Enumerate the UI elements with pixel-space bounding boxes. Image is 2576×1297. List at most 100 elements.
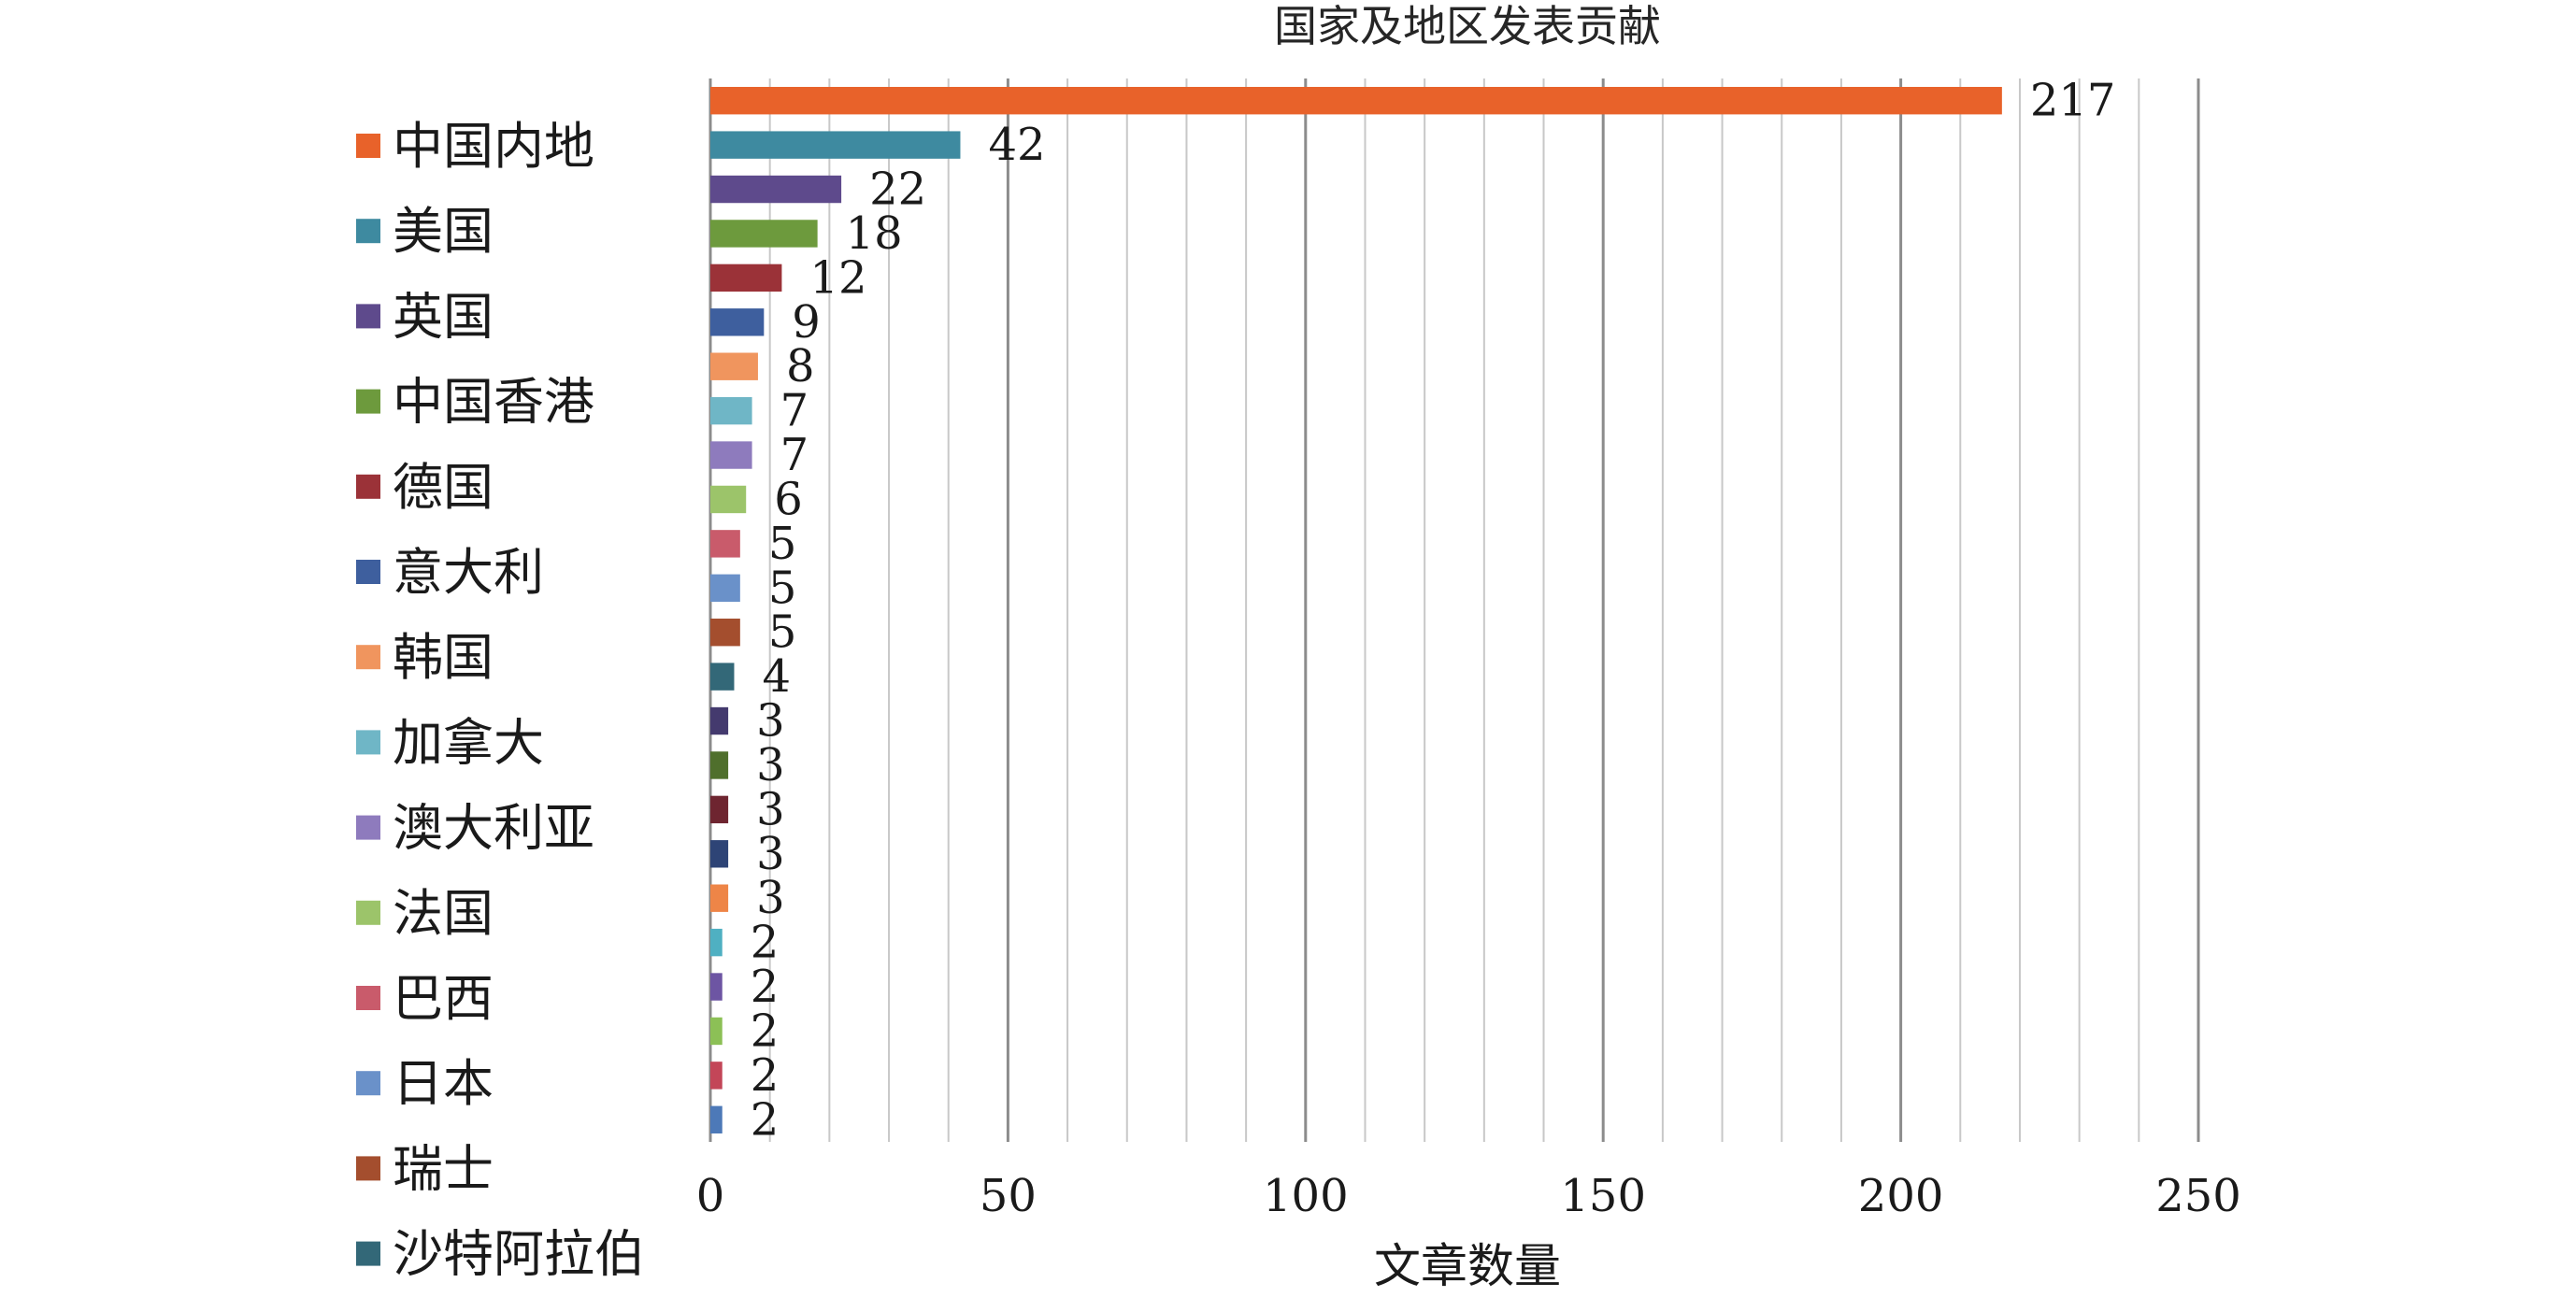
data-label: 7	[780, 385, 809, 437]
chart-title: 国家及地区发表贡献	[1274, 1, 1661, 51]
bar	[710, 1105, 723, 1133]
bar	[710, 220, 818, 248]
data-label: 5	[768, 518, 797, 570]
legend-swatch	[356, 1071, 380, 1096]
bar	[710, 795, 729, 824]
x-tick-label: 50	[980, 1170, 1037, 1222]
data-label: 42	[988, 119, 1045, 171]
legend-swatch	[356, 560, 380, 584]
data-label: 3	[756, 739, 785, 791]
data-label: 3	[756, 828, 785, 880]
legend-swatch	[356, 219, 380, 244]
bar	[710, 396, 752, 425]
data-label: 9	[792, 296, 821, 349]
bar	[710, 441, 752, 469]
legend-item: 瑞士	[356, 1139, 494, 1198]
data-label: 2	[751, 1005, 780, 1057]
x-tick-label: 150	[1560, 1170, 1646, 1222]
legend-item: 中国内地	[356, 117, 594, 176]
legend-swatch	[356, 304, 380, 329]
bars	[710, 87, 2002, 1133]
data-label: 6	[774, 473, 803, 525]
data-label: 2	[751, 917, 780, 969]
legend-label: 美国	[393, 202, 494, 261]
data-label: 3	[756, 783, 785, 835]
legend-label: 中国香港	[393, 373, 594, 432]
legend-swatch	[356, 474, 380, 499]
legend-label: 加拿大	[393, 713, 544, 772]
bar	[710, 884, 729, 912]
legend-swatch	[356, 645, 380, 670]
bar	[710, 574, 740, 602]
bar	[710, 530, 740, 558]
data-label: 4	[762, 650, 791, 703]
legend-swatch	[356, 134, 380, 158]
data-label: 18	[846, 207, 903, 260]
legend-swatch	[356, 1241, 380, 1266]
legend-swatch	[356, 900, 380, 925]
legend-item: 德国	[356, 458, 494, 517]
x-tick-label: 0	[696, 1170, 725, 1222]
legend-item: 法国	[356, 884, 494, 943]
legend-item: 中国香港	[356, 373, 594, 432]
legend-item: 英国	[356, 287, 494, 346]
data-label: 3	[756, 872, 785, 924]
data-label: 12	[809, 251, 866, 304]
data-label: 217	[2030, 75, 2116, 127]
bar	[710, 87, 2002, 115]
gridlines	[768, 78, 2200, 1142]
legend-label: 瑞士	[393, 1139, 494, 1198]
data-label: 2	[751, 961, 780, 1013]
legend-item: 巴西	[356, 969, 494, 1028]
legend-swatch	[356, 730, 380, 755]
legend-label: 日本	[393, 1054, 494, 1113]
data-label: 5	[768, 562, 797, 614]
x-axis-title: 文章数量	[1374, 1239, 1561, 1293]
x-tick-label: 100	[1263, 1170, 1349, 1222]
bar	[710, 131, 961, 159]
legend-label: 巴西	[393, 969, 494, 1028]
bar	[710, 485, 747, 514]
legend-item: 日本	[356, 1054, 494, 1113]
bar	[710, 352, 758, 380]
legend-item: 澳大利亚	[356, 799, 594, 858]
bar	[710, 928, 723, 957]
legend-label: 德国	[393, 458, 494, 517]
data-label: 2	[751, 1049, 780, 1102]
bar	[710, 973, 723, 1001]
bar	[710, 1017, 723, 1046]
x-tick-label: 250	[2155, 1170, 2241, 1222]
bar	[710, 619, 740, 647]
legend-item: 意大利	[356, 543, 544, 602]
legend-swatch	[356, 986, 380, 1010]
legend-item: 沙特阿拉伯	[356, 1225, 645, 1284]
legend-label: 英国	[393, 287, 494, 346]
bar	[710, 175, 842, 204]
legend-item: 加拿大	[356, 713, 544, 772]
legend-item: 美国	[356, 202, 494, 261]
legend-label: 法国	[393, 884, 494, 943]
bar	[710, 308, 765, 336]
data-label: 3	[756, 695, 785, 748]
legend-item: 韩国	[356, 628, 494, 687]
bar	[710, 840, 729, 868]
x-tick-label: 200	[1858, 1170, 1944, 1222]
bar	[710, 264, 782, 292]
bar	[710, 1062, 723, 1090]
x-axis-ticks: 0 50 100 150 200 250	[696, 1170, 2241, 1222]
legend-swatch	[356, 815, 380, 840]
bar	[710, 751, 729, 779]
data-label: 7	[780, 429, 809, 481]
data-label: 22	[869, 164, 926, 216]
legend-label: 沙特阿拉伯	[393, 1225, 645, 1284]
legend-label: 澳大利亚	[393, 799, 594, 858]
bar	[710, 663, 735, 691]
legend-label: 韩国	[393, 628, 494, 687]
legend-label: 中国内地	[393, 117, 594, 176]
data-label: 8	[786, 340, 815, 392]
data-label: 5	[768, 606, 797, 659]
